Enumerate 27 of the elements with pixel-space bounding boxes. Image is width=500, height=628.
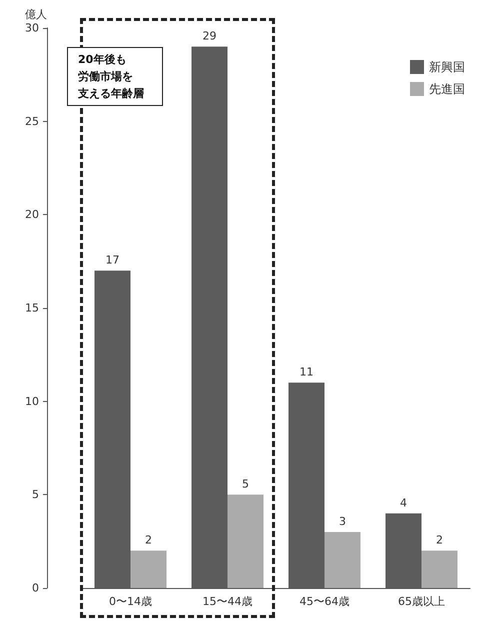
data-label: 3 — [339, 515, 346, 528]
y-tick-label: 10 — [25, 394, 39, 408]
data-label: 5 — [242, 478, 249, 491]
bar — [324, 532, 360, 588]
x-tick-label: 45〜64歳 — [300, 595, 350, 608]
data-label: 2 — [436, 534, 443, 547]
y-tick-label: 0 — [32, 582, 39, 594]
y-axis-title: 億人 — [25, 8, 47, 21]
data-label: 29 — [202, 30, 216, 43]
legend-label: 先進国 — [429, 82, 465, 96]
bar — [228, 494, 264, 588]
data-label: 11 — [300, 366, 314, 379]
y-tick-label: 5 — [32, 488, 39, 502]
data-label: 2 — [145, 534, 152, 547]
data-label: 4 — [400, 496, 407, 510]
bar — [130, 550, 166, 588]
x-tick-label: 65歳以上 — [398, 595, 445, 608]
legend-label: 新興国 — [429, 60, 465, 74]
annotation: 20年後も労働市場を支える年齢層 — [67, 47, 163, 106]
y-tick-label: 25 — [25, 114, 39, 128]
y-tick-label: 15 — [25, 302, 39, 314]
data-label: 17 — [106, 254, 120, 267]
x-tick-label: 15〜44歳 — [202, 595, 252, 608]
y-tick-label: 30 — [25, 22, 39, 34]
x-tick-label: 0〜14歳 — [109, 595, 152, 608]
y-tick-label: 20 — [25, 208, 39, 222]
bar — [422, 550, 458, 588]
